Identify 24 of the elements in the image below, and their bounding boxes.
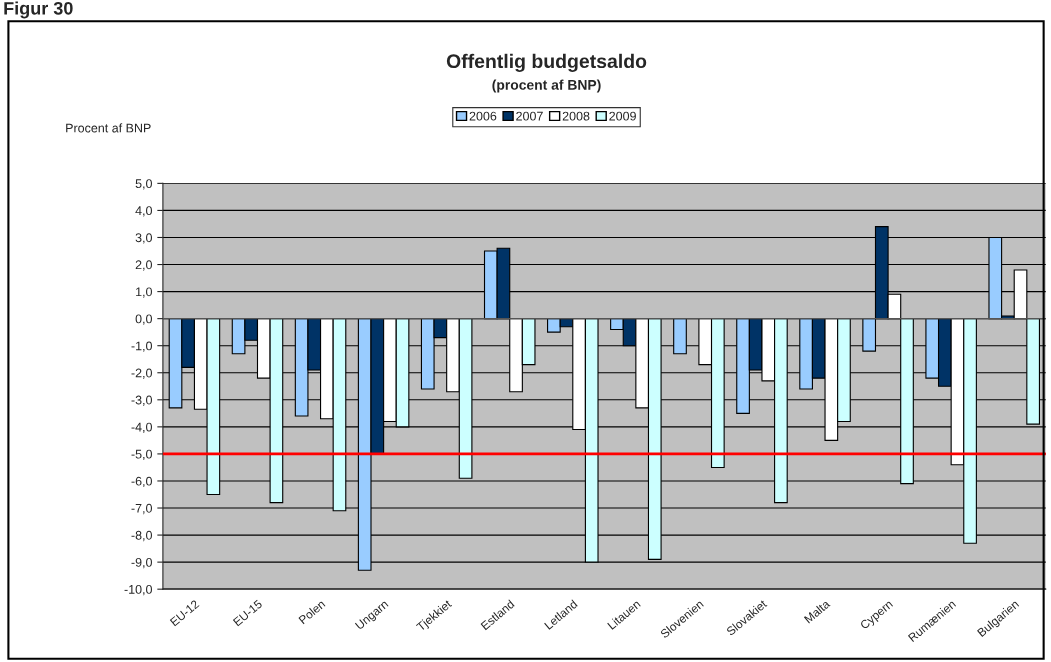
y-tick-label: 4,0 xyxy=(135,206,152,217)
y-tick-label: -5,0 xyxy=(131,449,152,461)
y-tick-label: 0,0 xyxy=(135,314,152,325)
legend-label: 2009 xyxy=(609,111,636,121)
y-tick-label: -9,0 xyxy=(131,557,152,569)
y-tick-label: 1,0 xyxy=(136,287,152,298)
legend-label: 2008 xyxy=(562,111,590,121)
y-tick-label: -1,0 xyxy=(131,341,152,352)
y-tick-label: -7,0 xyxy=(131,503,152,515)
y-tick-label: -6,0 xyxy=(131,476,152,488)
y-axis-title: Procent af BNP xyxy=(66,123,151,133)
chart-title: Offentlig budgetsaldo xyxy=(446,53,647,72)
y-tick-label: -8,0 xyxy=(131,530,152,542)
y-tick-label: 5,0 xyxy=(135,179,152,190)
y-tick-label: -10,0 xyxy=(124,584,152,596)
y-tick-label: 3,0 xyxy=(135,233,152,244)
y-tick-label: -3,0 xyxy=(131,395,152,406)
text: Figur 30 xyxy=(4,1,73,19)
legend-label: 2006 xyxy=(469,111,497,121)
y-tick-label: 2,0 xyxy=(135,260,152,271)
y-tick-label: -2,0 xyxy=(131,368,152,379)
chart-subtitle: (procent af BNP) xyxy=(492,79,601,93)
legend-label: 2007 xyxy=(516,111,543,121)
y-tick-label: -4,0 xyxy=(131,422,152,433)
